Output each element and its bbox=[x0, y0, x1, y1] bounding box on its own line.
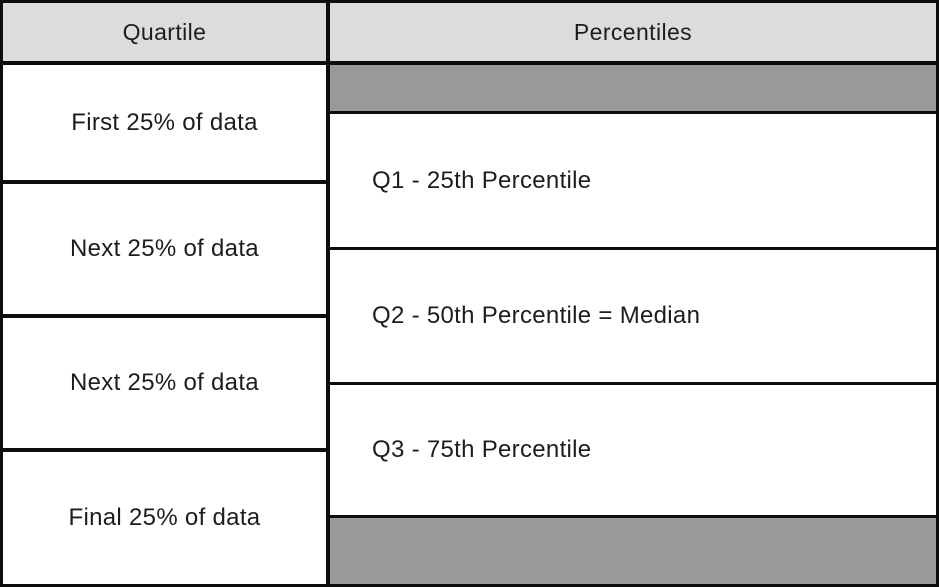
percentiles-column: Percentiles Q1 - 25th Percentile Q2 - 50… bbox=[330, 3, 936, 584]
percentile-row-q3: Q3 - 75th Percentile bbox=[330, 385, 936, 518]
quartile-row-next-25-a: Next 25% of data bbox=[3, 184, 326, 318]
percentiles-column-header: Percentiles bbox=[330, 3, 936, 65]
gray-band-bottom bbox=[330, 518, 936, 584]
quartile-row-next-25-b: Next 25% of data bbox=[3, 318, 326, 452]
percentile-row-label: Q2 - 50th Percentile = Median bbox=[372, 302, 701, 329]
quartile-row-label: Final 25% of data bbox=[68, 504, 261, 531]
quartile-column-header: Quartile bbox=[3, 3, 326, 65]
gray-band-top bbox=[330, 65, 936, 114]
percentiles-header-label: Percentiles bbox=[573, 18, 693, 45]
quartile-row-label: Next 25% of data bbox=[70, 235, 259, 262]
quartile-row-first-25: First 25% of data bbox=[3, 65, 326, 184]
quartile-header-label: Quartile bbox=[122, 18, 207, 45]
percentile-row-label: Q3 - 75th Percentile bbox=[372, 436, 592, 463]
percentile-row-q2: Q2 - 50th Percentile = Median bbox=[330, 250, 936, 385]
quartile-row-final-25: Final 25% of data bbox=[3, 452, 326, 584]
percentile-row-label: Q1 - 25th Percentile bbox=[372, 166, 592, 194]
quartile-column: Quartile First 25% of data Next 25% of d… bbox=[3, 3, 330, 584]
quartile-row-label: First 25% of data bbox=[71, 108, 258, 136]
percentile-row-q1: Q1 - 25th Percentile bbox=[330, 114, 936, 250]
quartile-row-label: Next 25% of data bbox=[70, 369, 259, 396]
